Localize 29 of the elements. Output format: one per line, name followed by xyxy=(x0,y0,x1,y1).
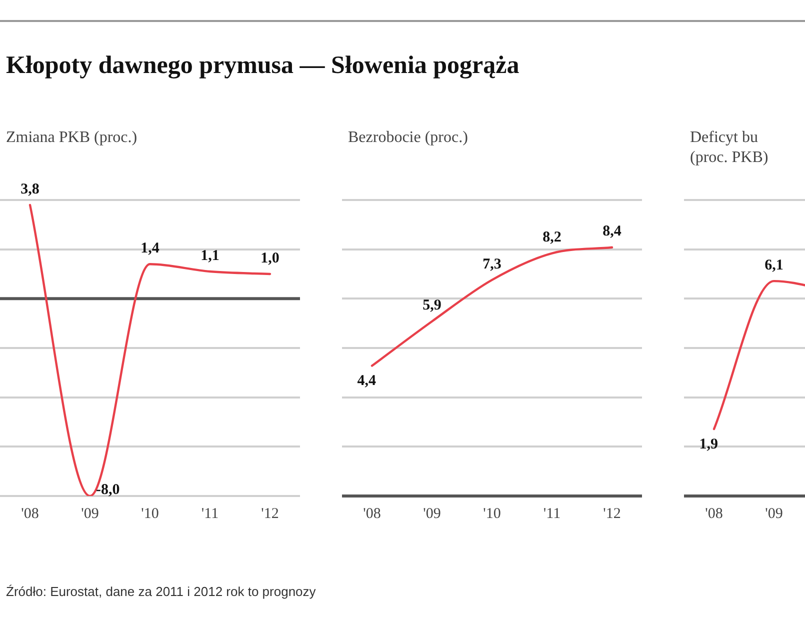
text: Źródło: Eurostat, dane za 2011 i 2012 rok to prognozy xyxy=(6,584,316,599)
x-tick-label: '09 xyxy=(423,506,441,522)
data-label: 4,4 xyxy=(357,373,376,390)
chart-subtitle: Zmiana PKB (proc.) xyxy=(6,128,138,148)
data-label: -8,0 xyxy=(96,482,120,498)
x-tick-label: '10 xyxy=(483,506,501,522)
x-tick-label: '08 xyxy=(705,506,723,522)
data-label: 5,9 xyxy=(422,298,442,314)
data-label: 1,1 xyxy=(200,248,220,264)
x-tick-label: '11 xyxy=(201,506,219,522)
data-label: 1,0 xyxy=(260,250,280,266)
x-tick-label: '12 xyxy=(261,506,279,522)
x-tick-label: '11 xyxy=(543,506,561,522)
chart-title: Kłopoty dawnego prymusa — Słowenia pogrąża xyxy=(6,52,520,80)
data-label: 6,1 xyxy=(764,257,784,274)
x-tick-label: '09 xyxy=(765,506,783,522)
data-label: 8,2 xyxy=(542,230,562,246)
data-label: 7,3 xyxy=(482,256,502,272)
data-label: 1,9 xyxy=(699,436,718,452)
data-label: 1,4 xyxy=(140,240,160,257)
x-tick-label: '09 xyxy=(81,506,99,522)
data-label: 3,8 xyxy=(20,181,40,198)
x-tick-label: '10 xyxy=(141,506,159,522)
x-tick-label: '08 xyxy=(363,506,381,522)
chart-subtitle: Deficyt bu (proc. PKB) xyxy=(690,128,768,168)
x-tick-label: '12 xyxy=(603,506,621,522)
data-label: 8,4 xyxy=(602,224,622,240)
chart-subtitle: Bezrobocie (proc.) xyxy=(348,128,468,148)
x-tick-label: '08 xyxy=(21,506,39,522)
